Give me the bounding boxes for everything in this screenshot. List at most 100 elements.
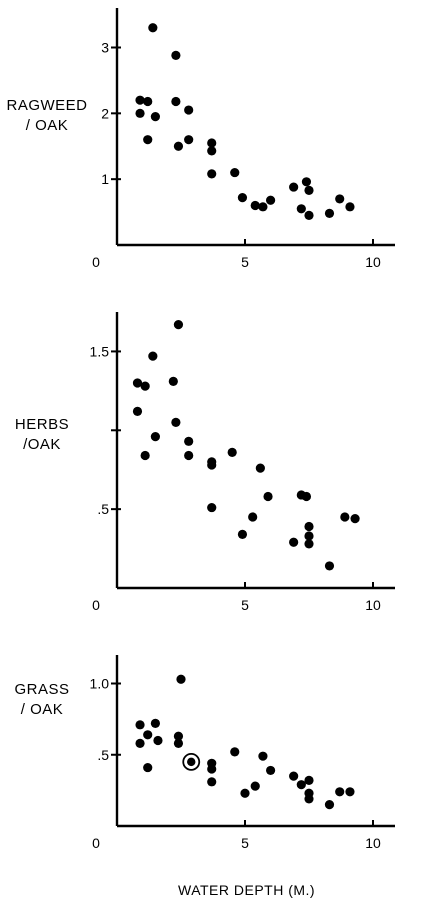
panel-3-ylabel-line2: / OAK [20, 701, 64, 718]
panel-2-data-point [324, 561, 335, 571]
panel-1-data-point [173, 141, 184, 151]
panel-3-data-point [240, 788, 250, 798]
panel-3-data-point [143, 762, 153, 773]
panel-2-data-point [301, 491, 312, 502]
panel-3-data-point [304, 794, 314, 804]
panel-2-y-tick-label-2: 1.5 [90, 343, 110, 359]
panel-3-highlight-point [187, 757, 196, 767]
panel-1-data-point [135, 95, 145, 105]
panel-3-data-point [173, 738, 184, 748]
panel-3-data-point [345, 787, 355, 797]
panel-1-data-point [207, 138, 217, 148]
panel-1-data-point [266, 195, 276, 205]
panel-1-data-point [335, 194, 345, 204]
panel-3-data-point [135, 720, 145, 730]
panel-3-data-point [335, 787, 345, 797]
panel-2-data-point [304, 531, 314, 541]
panel-3-data-point [173, 731, 184, 741]
panel-3-data-point [324, 800, 335, 810]
panel-1-ylabel-line1: RAGWEED [6, 97, 88, 114]
panel-1-data-point [230, 167, 240, 178]
panel-2-data-point [304, 521, 314, 532]
panel-1-x-tick-label-2: 10 [365, 254, 381, 270]
panel-2-data-point [304, 539, 314, 549]
panel-3-data-point [258, 751, 268, 761]
panel-2-data-point [140, 450, 150, 461]
panel-1-data-point [207, 169, 217, 179]
panel-2-x-tick-label-2: 10 [365, 597, 381, 613]
panel-2-x-tick-label-1: 5 [241, 597, 249, 613]
panel-3-y-tick-label-1: 1.0 [90, 676, 110, 692]
panel-2-x-tick-label-0: 0 [92, 597, 100, 613]
panel-1-data-point [207, 146, 217, 156]
panel-2-data-point [184, 436, 194, 446]
panel-1-ylabel: RAGWEED / OAK [2, 96, 92, 136]
panel-3-data-point [207, 777, 217, 787]
panel-1-y-tick-label-1: 2 [101, 105, 109, 121]
panel-3-data-point [250, 781, 260, 791]
panel-1-data-point [296, 204, 306, 214]
panel-3-data-point [150, 718, 160, 729]
panel-2-data-point [255, 463, 265, 473]
panel-3-data-point [289, 771, 299, 781]
panel-2-data-point [148, 351, 158, 361]
panel-2-data-point [289, 537, 299, 547]
panel-1-data-point [324, 208, 335, 218]
panel-3-y-tick-label-0: .5 [97, 747, 109, 763]
panel-3-data-point [207, 764, 217, 774]
panel-3-data-point [296, 780, 306, 790]
panel-1-data-point [143, 96, 153, 107]
panel-3-data-point [304, 775, 314, 786]
panel-1-data-point [135, 108, 145, 118]
panel-3-highlight-ring [182, 752, 201, 771]
panel-1-data-point [171, 50, 181, 61]
panel-1-data-point [258, 202, 268, 212]
panel-2-data-point [184, 450, 194, 461]
panel-3-data-point [143, 730, 153, 740]
panel-2-y-tick-label-0: .5 [97, 501, 109, 517]
panel-2-data-point [340, 512, 350, 522]
panel-1-data-point [148, 23, 158, 33]
x-axis-title: WATER DEPTH (M.) [178, 882, 316, 898]
panel-2-data-point [168, 376, 178, 386]
panel-2-data-point [150, 431, 160, 442]
panel-3-x-tick-label-2: 10 [365, 835, 381, 851]
panel-2-ylabel-line1: HERBS [14, 416, 70, 433]
panel-2-data-point [132, 378, 143, 388]
panel-3-data-point [153, 735, 163, 746]
panel-3-x-tick-label-1: 5 [241, 835, 249, 851]
panel-3-data-point [135, 738, 145, 748]
panel-2-data-point [140, 381, 150, 391]
panel-3-ylabel-line1: GRASS [14, 681, 70, 698]
panel-1-y-tick-label-2: 3 [101, 40, 109, 56]
panel-1-data-point [184, 135, 194, 145]
panel-1-data-point [289, 182, 299, 192]
panel-2-data-point [248, 512, 258, 522]
panel-3-data-point [266, 765, 276, 776]
panel-1-data-point [171, 96, 181, 107]
panel-1-data-point [345, 202, 355, 212]
panel-1-data-point [237, 193, 248, 203]
panel-3-data-point [176, 674, 186, 684]
panel-1-data-point [150, 112, 160, 122]
panel-1-data-point [250, 200, 260, 211]
panel-2-data-point [171, 417, 181, 427]
panel-2-ylabel-line2: /OAK [23, 436, 61, 453]
panel-2-data-point [132, 406, 143, 416]
panel-3-x-tick-label-0: 0 [92, 835, 100, 851]
panel-2-data-point [207, 460, 217, 470]
panel-3-ylabel: GRASS / OAK [2, 680, 82, 720]
panel-2-data-point [227, 447, 237, 457]
panel-1-data-point [143, 135, 153, 145]
panel-2-data-point [263, 491, 273, 502]
panel-2-ylabel: HERBS /OAK [2, 415, 82, 455]
panel-1-x-tick-label-0: 0 [92, 254, 100, 270]
panel-2-data-point [350, 514, 360, 524]
panel-3-data-point [230, 747, 240, 757]
panel-1-data-point [304, 210, 314, 220]
panel-1-data-point [301, 177, 312, 187]
panel-1-data-point [304, 185, 314, 195]
panel-1-data-point [184, 105, 194, 115]
panel-2-data-point [237, 529, 248, 539]
